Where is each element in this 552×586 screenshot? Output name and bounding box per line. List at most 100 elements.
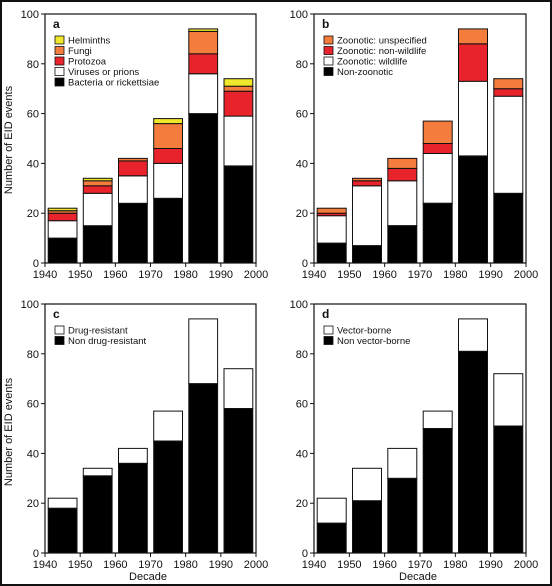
bar-segment-a-1940-helminths <box>47 207 78 212</box>
bar-segment-b-1950-zoonotic-non-wildlife <box>352 180 382 187</box>
bar-segment-a-1970-bacteria-or-rickettsiae <box>153 197 183 264</box>
bar-segment-d-1960-vector-borne <box>387 447 418 479</box>
panel-label-c: c <box>53 307 60 321</box>
y-tick-label-c-60: 60 <box>27 399 39 411</box>
bar-segment-c-1950-non-drug-resistant <box>82 475 113 554</box>
y-tick-label-a-80: 80 <box>27 59 39 71</box>
bar-segment-c-1980-drug-resistant <box>188 318 219 385</box>
legend-label-b-1: Zoonotic: non-wildlife <box>337 46 426 57</box>
bar-segment-d-1980-non-vector-borne <box>458 350 488 554</box>
legend-label-a-3: Viruses or prions <box>68 67 139 78</box>
legend-swatch-c-1 <box>54 336 65 345</box>
y-tick-label-a-100: 100 <box>21 9 39 21</box>
bar-segment-a-1960-protozoa <box>118 160 148 177</box>
legend-swatch-a-1 <box>54 46 65 55</box>
y-tick-label-b-80: 80 <box>296 59 308 71</box>
y-tick-label-b-20: 20 <box>296 208 308 220</box>
bar-segment-d-1990-vector-borne <box>493 373 524 427</box>
bar-segment-a-1940-viruses-or-prions <box>47 220 78 239</box>
bar-segment-b-1960-zoonotic-wildlife <box>387 180 418 227</box>
x-tick-label-b-1970: 1970 <box>408 269 432 281</box>
bar-segment-d-1970-vector-borne <box>422 410 453 430</box>
y-tick-label-b-40: 40 <box>296 158 308 170</box>
bar-segment-b-1980-zoonotic-unspecified <box>458 28 488 45</box>
legend-label-d-1: Non vector-borne <box>337 336 410 347</box>
bar-segment-b-1970-zoonotic-unspecified <box>422 120 453 144</box>
bar-segment-d-1980-vector-borne <box>458 318 488 352</box>
y-tick-label-a-20: 20 <box>27 208 39 220</box>
x-tick-label-d-1950: 1950 <box>337 559 361 571</box>
bar-segment-a-1970-protozoa <box>153 148 183 164</box>
x-tick-label-d-2000: 2000 <box>514 559 538 571</box>
panel-a: 0 20 40 60 80 100 1940 1950 1960 1970 1980 1990 2000… <box>21 9 269 281</box>
legend-swatch-d-0 <box>323 325 334 335</box>
x-tick-label-a-1970: 1970 <box>138 269 162 281</box>
bar-segment-c-1970-non-drug-resistant <box>153 440 183 554</box>
bar-segment-a-1990-protozoa <box>223 90 254 117</box>
panel-d: 0 20 40 60 80 100 1940 1950 1960 1970 1980 1990 2000… <box>290 299 539 571</box>
bar-segment-b-1960-zoonotic-unspecified <box>387 157 418 169</box>
bar-segment-a-1990-viruses-or-prions <box>223 115 254 167</box>
bar-segment-c-1970-drug-resistant <box>153 410 183 442</box>
panel-label-d: d <box>322 307 329 321</box>
panel-b: 0 20 40 60 80 100 1940 1950 1960 1970 1980 1990 2000… <box>290 9 539 281</box>
legend-label-c-0: Drug-resistant <box>68 326 128 337</box>
bar-segment-c-1940-non-drug-resistant <box>47 507 78 554</box>
x-tick-label-c-1990: 1990 <box>209 559 233 571</box>
y-tick-label-a-60: 60 <box>27 109 39 121</box>
bar-segment-d-1960-non-vector-borne <box>387 477 418 554</box>
bar-segment-b-1940-zoonotic-unspecified <box>316 207 347 214</box>
legend-label-c-1: Non drug-resistant <box>68 336 147 347</box>
bar-segment-b-1940-zoonotic-wildlife <box>316 215 347 244</box>
x-tick-label-b-1960: 1960 <box>372 269 396 281</box>
bar-segment-a-1980-bacteria-or-rickettsiae <box>188 113 219 264</box>
y-tick-label-c-80: 80 <box>27 349 39 361</box>
y-tick-label-d-60: 60 <box>296 399 308 411</box>
panel-label-a: a <box>53 17 60 31</box>
x-tick-label-c-1940: 1940 <box>33 559 57 571</box>
bar-segment-c-1980-non-drug-resistant <box>188 383 219 554</box>
y-axis-title-bottom: Number of EID events <box>3 377 15 486</box>
legend-label-d-0: Vector-borne <box>337 326 391 337</box>
bar-segment-a-1980-fungi <box>188 30 219 55</box>
x-tick-label-a-1950: 1950 <box>68 269 92 281</box>
bar-segment-a-1960-fungi <box>118 157 148 162</box>
bar-segment-a-1970-helminths <box>153 118 183 125</box>
x-axis-title-left: Decade <box>129 571 167 583</box>
x-tick-label-d-1970: 1970 <box>408 559 432 571</box>
bar-segment-a-1980-protozoa <box>188 53 219 75</box>
x-tick-label-c-1950: 1950 <box>68 559 92 571</box>
bar-segment-c-1940-drug-resistant <box>47 497 78 509</box>
bar-segment-a-1990-helminths <box>223 78 254 87</box>
x-tick-label-a-1940: 1940 <box>33 269 57 281</box>
y-axis-title-top: Number of EID events <box>3 85 15 194</box>
legend-swatch-c-0 <box>54 325 65 335</box>
bar-segment-d-1950-vector-borne <box>352 467 382 502</box>
legend-swatch-b-0 <box>323 35 334 45</box>
bar-segment-c-1990-non-drug-resistant <box>223 408 254 554</box>
y-tick-label-c-20: 20 <box>27 498 39 510</box>
bar-segment-d-1940-non-vector-borne <box>316 522 347 554</box>
bar-segment-a-1950-fungi <box>82 180 113 187</box>
legend-swatch-a-0 <box>54 35 65 45</box>
y-tick-label-c-100: 100 <box>21 299 39 311</box>
y-tick-label-c-40: 40 <box>27 448 39 460</box>
legend-label-a-1: Fungi <box>68 46 92 57</box>
legend-swatch-b-2 <box>323 56 334 66</box>
y-tick-label-a-40: 40 <box>27 158 39 170</box>
x-tick-label-d-1980: 1980 <box>443 559 467 571</box>
bar-segment-c-1950-drug-resistant <box>82 467 113 477</box>
bar-segment-b-1940-non-zoonotic <box>316 242 347 264</box>
bar-segment-d-1970-non-vector-borne <box>422 428 453 554</box>
x-tick-label-a-1960: 1960 <box>103 269 127 281</box>
bar-segment-b-1970-non-zoonotic <box>422 202 453 264</box>
legend-label-b-2: Zoonotic: wildlife <box>337 57 407 68</box>
x-tick-label-d-1960: 1960 <box>372 559 396 571</box>
bar-segment-b-1990-non-zoonotic <box>493 192 524 264</box>
x-tick-label-c-1970: 1970 <box>138 559 162 571</box>
x-tick-label-b-1980: 1980 <box>443 269 467 281</box>
x-tick-label-c-1960: 1960 <box>103 559 127 571</box>
bar-segment-a-1940-bacteria-or-rickettsiae <box>47 237 78 264</box>
panel-label-b: b <box>322 17 329 31</box>
